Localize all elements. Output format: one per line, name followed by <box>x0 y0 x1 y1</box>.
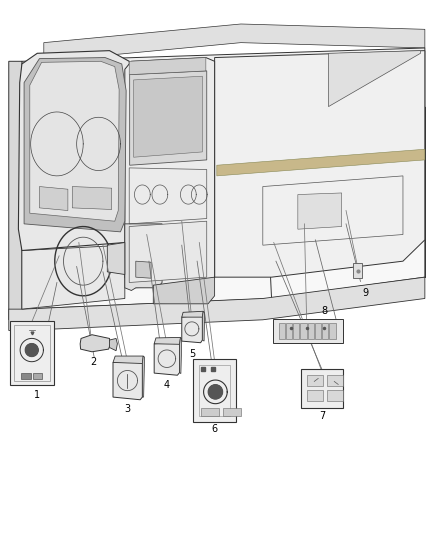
Polygon shape <box>18 51 131 251</box>
Polygon shape <box>202 311 205 341</box>
Polygon shape <box>125 58 215 288</box>
Text: 3: 3 <box>124 404 131 414</box>
Polygon shape <box>22 245 125 309</box>
Text: 2: 2 <box>90 357 96 367</box>
Polygon shape <box>113 356 143 364</box>
Polygon shape <box>328 51 420 107</box>
FancyBboxPatch shape <box>329 323 336 339</box>
FancyBboxPatch shape <box>307 375 323 386</box>
Polygon shape <box>9 277 425 330</box>
FancyBboxPatch shape <box>327 391 343 401</box>
FancyBboxPatch shape <box>21 373 31 379</box>
Polygon shape <box>142 356 145 397</box>
FancyBboxPatch shape <box>273 319 343 343</box>
Polygon shape <box>107 243 125 274</box>
Polygon shape <box>298 193 342 229</box>
Circle shape <box>25 344 38 357</box>
Polygon shape <box>153 277 215 304</box>
Text: 8: 8 <box>321 306 328 316</box>
Polygon shape <box>22 48 425 128</box>
Polygon shape <box>22 107 425 309</box>
Polygon shape <box>24 58 126 232</box>
Polygon shape <box>182 315 202 343</box>
Polygon shape <box>39 187 68 211</box>
Polygon shape <box>217 149 425 176</box>
Polygon shape <box>129 221 207 282</box>
Polygon shape <box>9 61 22 320</box>
Text: 9: 9 <box>363 288 369 298</box>
Polygon shape <box>180 337 182 374</box>
Text: 6: 6 <box>212 424 218 434</box>
FancyBboxPatch shape <box>286 323 292 339</box>
Polygon shape <box>30 61 119 221</box>
Polygon shape <box>129 58 206 75</box>
Polygon shape <box>125 224 162 290</box>
FancyBboxPatch shape <box>307 323 314 339</box>
FancyBboxPatch shape <box>315 323 321 339</box>
FancyBboxPatch shape <box>300 323 307 339</box>
Polygon shape <box>182 311 203 317</box>
FancyBboxPatch shape <box>327 375 343 386</box>
FancyBboxPatch shape <box>223 408 241 416</box>
FancyBboxPatch shape <box>201 408 219 416</box>
FancyBboxPatch shape <box>353 263 362 278</box>
Polygon shape <box>134 76 202 157</box>
Polygon shape <box>154 342 180 375</box>
Text: 4: 4 <box>164 380 170 390</box>
Text: 7: 7 <box>319 411 325 421</box>
Polygon shape <box>44 24 425 61</box>
FancyBboxPatch shape <box>301 369 343 408</box>
Polygon shape <box>130 71 207 165</box>
Circle shape <box>208 385 223 399</box>
Text: 1: 1 <box>34 390 40 400</box>
Polygon shape <box>80 335 110 352</box>
FancyBboxPatch shape <box>279 323 285 339</box>
Polygon shape <box>136 261 151 278</box>
FancyBboxPatch shape <box>193 359 237 422</box>
Polygon shape <box>113 361 142 400</box>
Text: 5: 5 <box>189 349 195 359</box>
Polygon shape <box>215 51 425 277</box>
FancyBboxPatch shape <box>32 373 42 379</box>
FancyBboxPatch shape <box>10 321 53 385</box>
FancyBboxPatch shape <box>322 323 328 339</box>
Polygon shape <box>72 187 112 209</box>
FancyBboxPatch shape <box>307 391 323 401</box>
FancyBboxPatch shape <box>293 323 300 339</box>
Polygon shape <box>154 337 180 344</box>
Polygon shape <box>110 338 117 351</box>
